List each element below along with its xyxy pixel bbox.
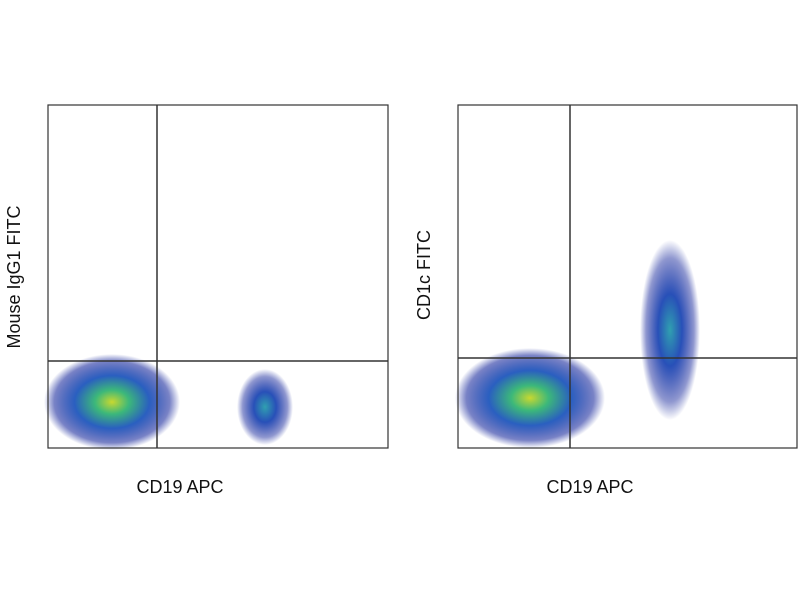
panel: CD19 APC Mouse IgG1 FITC [4,104,389,497]
plot-frame [457,104,798,449]
cell-cluster [455,348,605,448]
panel: CD19 APC CD1c FITC [414,104,798,497]
cell-cluster [44,354,180,450]
y-axis-label: Mouse IgG1 FITC [4,205,24,348]
plot-frame [47,104,389,449]
cell-cluster [237,369,293,445]
x-axis-label: CD19 APC [546,477,633,497]
x-axis-label: CD19 APC [136,477,223,497]
cell-cluster [640,240,700,420]
y-axis-label: CD1c FITC [414,230,434,320]
